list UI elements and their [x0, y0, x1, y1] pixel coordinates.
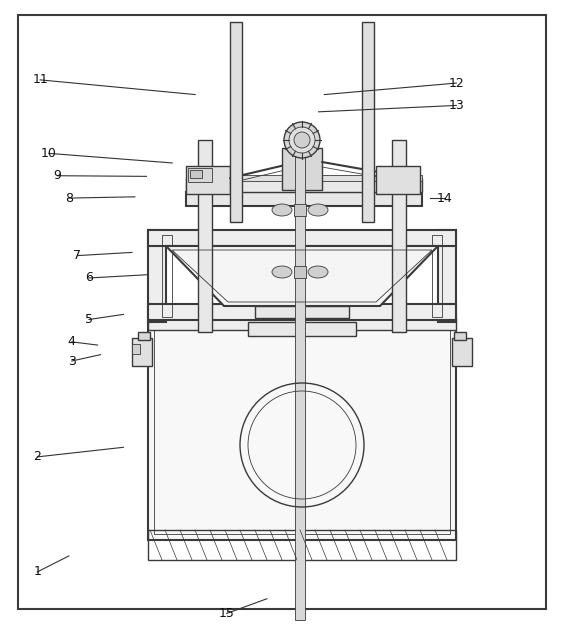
Text: 3: 3	[68, 355, 76, 367]
Bar	[198, 140, 212, 332]
Ellipse shape	[308, 266, 328, 278]
Bar	[148, 230, 166, 322]
Bar	[248, 322, 356, 336]
Bar	[376, 166, 420, 194]
Ellipse shape	[272, 204, 292, 216]
Bar	[454, 332, 466, 340]
Text: 5: 5	[85, 313, 93, 326]
Circle shape	[289, 127, 315, 153]
Bar	[438, 230, 456, 322]
Bar	[148, 230, 456, 246]
Text: 9: 9	[53, 169, 61, 182]
Text: 15: 15	[219, 607, 235, 620]
Ellipse shape	[308, 204, 328, 216]
Bar	[148, 530, 456, 560]
Bar	[230, 22, 242, 222]
Text: 4: 4	[68, 335, 76, 348]
Text: 2: 2	[33, 450, 41, 463]
Bar	[432, 235, 442, 317]
Text: 6: 6	[85, 272, 93, 284]
Bar	[154, 328, 450, 534]
Bar	[148, 304, 456, 320]
Bar	[294, 204, 306, 216]
Bar	[132, 344, 140, 354]
Bar	[132, 338, 152, 366]
Text: 14: 14	[437, 192, 453, 204]
Bar	[186, 166, 230, 194]
Text: 12: 12	[448, 77, 464, 89]
Bar	[392, 140, 406, 332]
Text: 1: 1	[33, 566, 41, 578]
Bar	[190, 170, 202, 178]
Bar	[138, 332, 150, 340]
Circle shape	[294, 132, 310, 148]
Bar	[186, 175, 422, 181]
Bar	[452, 338, 472, 366]
Circle shape	[284, 122, 320, 158]
Bar	[294, 266, 306, 278]
Bar	[186, 192, 422, 206]
Bar	[295, 140, 305, 620]
Bar	[282, 148, 322, 190]
Bar	[362, 22, 374, 222]
Text: 11: 11	[32, 73, 48, 86]
Bar	[148, 322, 456, 540]
Bar	[188, 168, 212, 182]
Bar	[148, 318, 456, 330]
Bar	[162, 235, 172, 317]
Ellipse shape	[272, 266, 292, 278]
Text: 13: 13	[448, 99, 464, 112]
Bar	[186, 178, 422, 192]
Text: 7: 7	[73, 249, 82, 262]
Text: 8: 8	[65, 192, 73, 204]
Polygon shape	[166, 246, 438, 306]
Bar	[255, 306, 349, 318]
Text: 10: 10	[41, 147, 57, 160]
